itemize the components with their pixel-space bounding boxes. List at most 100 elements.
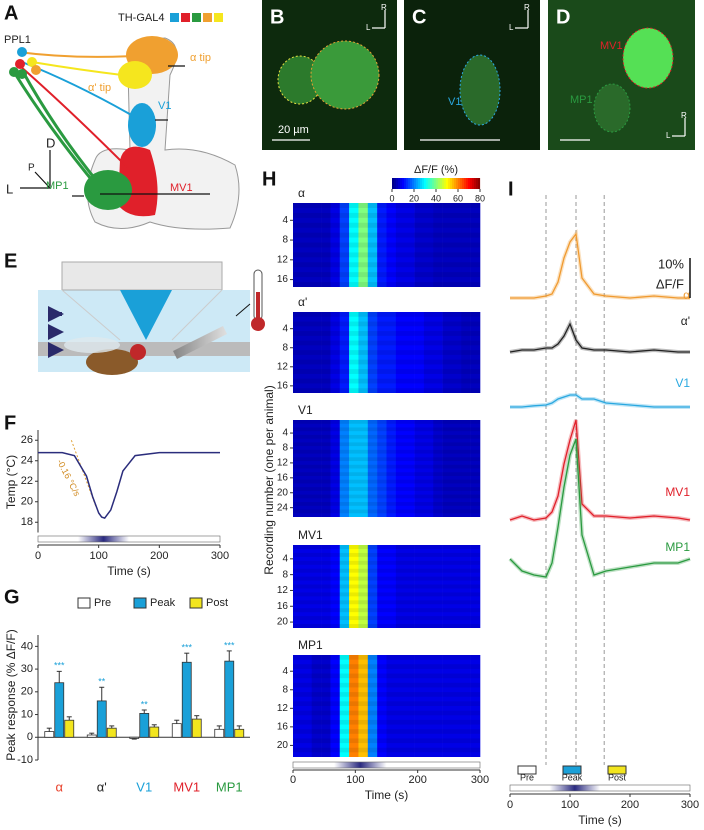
heatmap-cell xyxy=(461,312,471,393)
heatmap-cell xyxy=(433,203,443,287)
y-tick-label: 8 xyxy=(282,569,288,580)
row-stripe xyxy=(293,673,480,679)
heatmap-cell xyxy=(470,545,481,628)
x-tick-label: 300 xyxy=(211,550,229,562)
trace-band xyxy=(509,319,690,355)
panel-label: E xyxy=(4,250,17,272)
bar xyxy=(54,682,65,738)
heatmap-cell xyxy=(321,545,331,628)
row-stripe xyxy=(293,509,480,514)
colorbar-title: ΔF/F (%) xyxy=(414,164,458,176)
bar xyxy=(149,726,160,738)
y-tick-label: 40 xyxy=(21,640,33,652)
heatmap-cell xyxy=(395,655,406,757)
scale-bar-label: 20 µm xyxy=(278,124,309,136)
row-stripe xyxy=(293,747,480,753)
x-tick-label: 200 xyxy=(150,550,168,562)
row-stripe xyxy=(293,222,480,228)
orientation-label: D xyxy=(46,135,55,150)
bar xyxy=(234,728,245,738)
colorbar-cell xyxy=(474,178,477,189)
heatmap-cell xyxy=(377,545,387,628)
y-tick-label: 8 xyxy=(282,443,288,454)
x-tick-label: 200 xyxy=(408,774,426,786)
scale-bar-label: 10% xyxy=(658,256,684,271)
y-axis-title: Temp (°C) xyxy=(4,455,18,509)
row-stripe xyxy=(293,584,480,589)
heatmap-cell xyxy=(461,655,471,757)
row-stripe xyxy=(293,479,480,484)
row-stripe xyxy=(293,545,480,549)
row-stripe xyxy=(293,664,480,669)
row-stripe xyxy=(293,378,480,384)
heatmap-cell xyxy=(461,545,471,628)
orientation-label: P xyxy=(28,163,35,174)
heatmap-cell xyxy=(423,655,434,757)
y-tick-label: 22 xyxy=(21,475,33,487)
row-stripe xyxy=(293,502,480,506)
heatmap-cell xyxy=(358,545,369,628)
region-label: MP1 xyxy=(570,94,593,106)
colorbar-cell xyxy=(438,178,441,189)
y-tick-label: -10 xyxy=(17,754,33,766)
region-label: MV1 xyxy=(170,182,193,194)
row-stripe xyxy=(293,576,480,581)
row-stripe xyxy=(293,701,480,706)
row-stripe xyxy=(293,449,480,454)
colorbar-cell xyxy=(404,178,407,189)
bar xyxy=(44,731,55,738)
row-stripe xyxy=(293,487,480,491)
significance: *** xyxy=(224,640,235,650)
heatmap-label: MP1 xyxy=(298,638,323,652)
heatmap-cell xyxy=(358,655,369,757)
heatmap-cell xyxy=(386,312,397,393)
legend-label: Post xyxy=(206,597,228,609)
window-label: Post xyxy=(608,772,627,782)
trace-band xyxy=(508,438,691,580)
colorbar-tick-label: 20 xyxy=(409,193,419,203)
trace-band xyxy=(509,419,691,523)
colorbar-cell xyxy=(464,178,467,189)
legend-swatch xyxy=(189,597,203,609)
significance: ** xyxy=(141,699,149,709)
x-tick-label: 300 xyxy=(681,799,699,811)
heatmap-cell xyxy=(451,203,462,287)
heatmap-cell xyxy=(293,545,303,628)
row-stripe xyxy=(293,655,480,660)
colorbar-cell xyxy=(416,178,419,189)
heatmap-cell xyxy=(377,655,387,757)
heatmap-cell xyxy=(349,203,359,287)
heatmap-cell xyxy=(405,545,415,628)
row-stripe xyxy=(293,321,480,327)
row-stripe xyxy=(293,340,480,346)
x-axis-title: Time (s) xyxy=(578,813,622,827)
heatmap-cell xyxy=(433,420,443,517)
x-tick-label: V1 xyxy=(136,779,152,794)
trace-label: α' xyxy=(681,314,690,328)
heatmap-cell xyxy=(433,655,443,757)
bar xyxy=(106,727,117,738)
panel-label: C xyxy=(412,6,426,28)
bar xyxy=(171,723,182,738)
row-stripe xyxy=(293,624,480,628)
region-label: MP1 xyxy=(46,180,69,192)
y-tick-label: 20 xyxy=(21,686,33,698)
colorbar-cell xyxy=(444,178,447,189)
heatmap-cell xyxy=(330,545,341,628)
heatmap-cell xyxy=(433,312,443,393)
row-stripe xyxy=(293,600,480,605)
row-stripe xyxy=(293,359,480,365)
colorbar-tick-label: 40 xyxy=(431,193,441,203)
trace-label: V1 xyxy=(675,376,690,390)
time-bar xyxy=(37,535,221,543)
colorbar-cell xyxy=(392,178,395,189)
row-stripe xyxy=(293,442,480,447)
heatmap-cell xyxy=(414,203,425,287)
heatmap-cell xyxy=(451,545,462,628)
row-stripe xyxy=(293,388,480,393)
y-axis-title: Peak response (% ΔF/F) xyxy=(4,629,18,760)
y-tick-label: 16 xyxy=(277,472,289,483)
colorbar-cell xyxy=(406,178,409,189)
heatmap-cell xyxy=(293,655,303,757)
orientation-label: L xyxy=(666,131,671,140)
